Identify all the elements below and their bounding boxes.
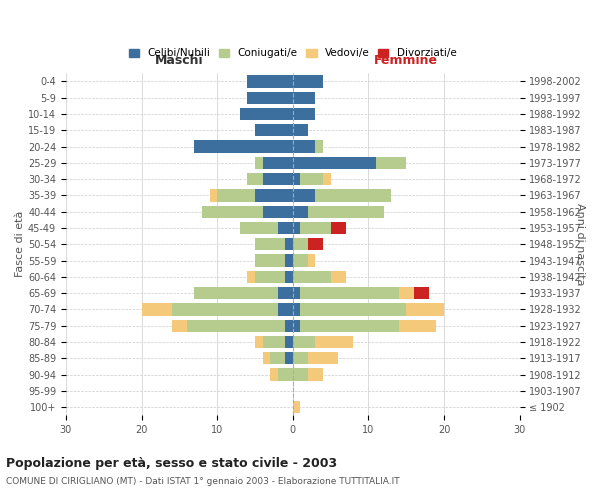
Bar [316, 140, 323, 152]
Bar [285, 352, 293, 364]
Bar [285, 320, 293, 332]
Y-axis label: Anni di nascita: Anni di nascita [575, 203, 585, 285]
Bar [398, 320, 436, 332]
Text: Maschi: Maschi [155, 54, 203, 67]
Bar [308, 254, 316, 266]
Bar [255, 336, 263, 348]
Bar [194, 287, 278, 299]
Bar [406, 304, 444, 316]
Bar [293, 368, 308, 380]
Bar [316, 336, 353, 348]
Bar [202, 206, 263, 218]
Bar [414, 287, 429, 299]
Bar [301, 173, 323, 186]
Text: Femmine: Femmine [374, 54, 438, 67]
Bar [263, 352, 270, 364]
Bar [293, 124, 308, 136]
Bar [194, 140, 293, 152]
Bar [263, 173, 293, 186]
Bar [293, 140, 316, 152]
Bar [308, 206, 383, 218]
Bar [331, 222, 346, 234]
Bar [172, 320, 187, 332]
Bar [293, 222, 301, 234]
Bar [301, 222, 331, 234]
Bar [293, 336, 316, 348]
Bar [293, 270, 331, 283]
Text: COMUNE DI CIRIGLIANO (MT) - Dati ISTAT 1° gennaio 2003 - Elaborazione TUTTITALIA: COMUNE DI CIRIGLIANO (MT) - Dati ISTAT 1… [6, 478, 400, 486]
Bar [293, 401, 301, 413]
Bar [308, 352, 338, 364]
Bar [278, 304, 293, 316]
Bar [293, 92, 316, 104]
Bar [293, 254, 308, 266]
Bar [187, 320, 285, 332]
Bar [285, 336, 293, 348]
Bar [270, 368, 278, 380]
Bar [263, 336, 285, 348]
Bar [255, 190, 293, 202]
Bar [278, 287, 293, 299]
Bar [240, 108, 293, 120]
Bar [240, 222, 278, 234]
Bar [301, 320, 398, 332]
Bar [376, 157, 406, 169]
Bar [323, 173, 331, 186]
Bar [172, 304, 278, 316]
Text: Popolazione per età, sesso e stato civile - 2003: Popolazione per età, sesso e stato civil… [6, 458, 337, 470]
Bar [217, 190, 255, 202]
Bar [293, 206, 308, 218]
Bar [285, 238, 293, 250]
Bar [255, 157, 263, 169]
Bar [247, 92, 293, 104]
Bar [308, 238, 323, 250]
Bar [293, 190, 316, 202]
Bar [278, 368, 293, 380]
Bar [209, 190, 217, 202]
Bar [293, 304, 301, 316]
Bar [285, 270, 293, 283]
Bar [308, 368, 323, 380]
Bar [293, 352, 308, 364]
Bar [247, 270, 255, 283]
Bar [247, 173, 263, 186]
Bar [270, 352, 285, 364]
Bar [301, 304, 406, 316]
Bar [316, 190, 391, 202]
Bar [293, 76, 323, 88]
Bar [331, 270, 346, 283]
Bar [142, 304, 172, 316]
Bar [263, 157, 293, 169]
Y-axis label: Fasce di età: Fasce di età [15, 211, 25, 278]
Legend: Celibi/Nubili, Coniugati/e, Vedovi/e, Divorziati/e: Celibi/Nubili, Coniugati/e, Vedovi/e, Di… [125, 44, 461, 62]
Bar [293, 108, 316, 120]
Bar [255, 238, 285, 250]
Bar [398, 287, 414, 299]
Bar [255, 254, 285, 266]
Bar [263, 206, 293, 218]
Bar [293, 238, 308, 250]
Bar [301, 287, 398, 299]
Bar [285, 254, 293, 266]
Bar [293, 287, 301, 299]
Bar [293, 157, 376, 169]
Bar [293, 173, 301, 186]
Bar [247, 76, 293, 88]
Bar [255, 124, 293, 136]
Bar [293, 320, 301, 332]
Bar [255, 270, 285, 283]
Bar [278, 222, 293, 234]
